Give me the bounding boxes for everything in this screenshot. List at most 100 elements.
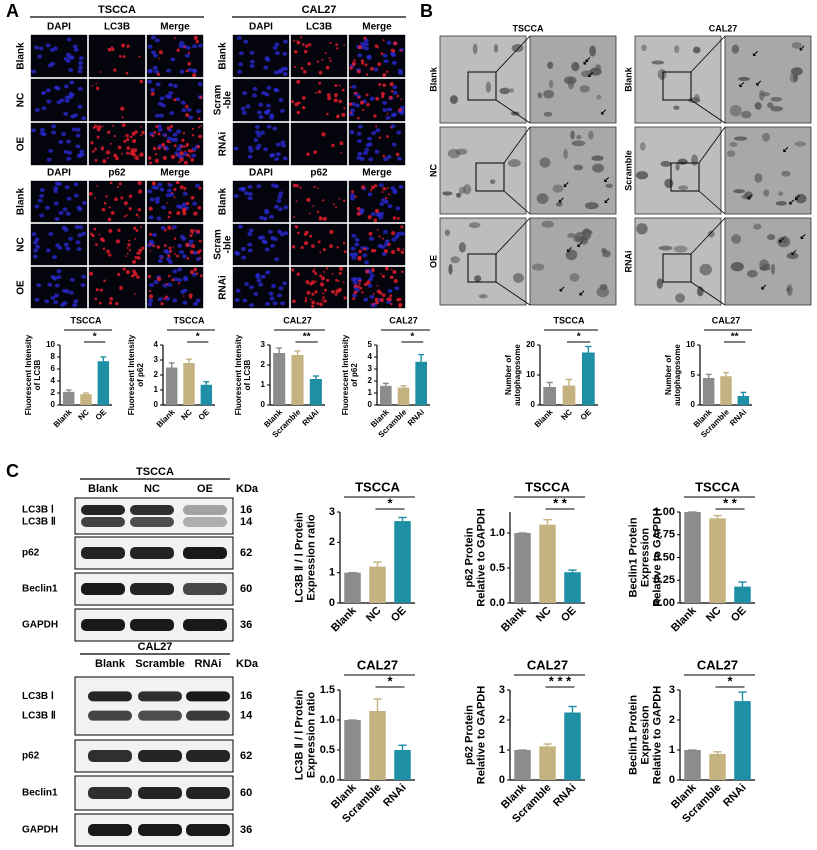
puncta — [381, 237, 384, 240]
nucleus — [351, 293, 357, 298]
y-tick-label: 0.00 — [654, 597, 675, 609]
arrow: ↙ — [782, 145, 789, 154]
nucleus — [350, 196, 356, 201]
nucleus — [268, 291, 274, 296]
nucleus — [77, 104, 83, 109]
row-label: Scramble — [623, 150, 633, 191]
x-tick-label: RNAi — [551, 782, 578, 809]
band — [183, 505, 227, 515]
micrograph-border — [348, 223, 406, 266]
puncta — [299, 186, 302, 189]
tem-image — [634, 35, 722, 124]
organelle — [731, 234, 742, 244]
nucleus — [233, 146, 239, 151]
puncta — [374, 208, 380, 214]
panel-label: B — [420, 1, 433, 21]
nucleus — [41, 91, 47, 96]
puncta — [179, 185, 184, 190]
kda-label: 14 — [240, 516, 253, 528]
puncta — [341, 88, 345, 92]
micrograph — [290, 180, 348, 223]
y-tick-label: 1.5 — [320, 684, 335, 696]
puncta — [161, 142, 166, 147]
nucleus — [56, 275, 62, 280]
nucleus — [249, 50, 255, 55]
puncta — [133, 271, 138, 277]
puncta — [365, 73, 369, 76]
column-label: DAPI — [249, 168, 273, 179]
organelle — [759, 266, 771, 271]
organelle — [675, 293, 685, 303]
significance-label: ** — [303, 332, 311, 343]
organelle — [463, 184, 472, 195]
kda-label: 60 — [240, 583, 252, 595]
error-bar — [373, 561, 382, 567]
nucleus — [166, 68, 172, 73]
bar — [543, 387, 557, 405]
arrow: ↙ — [563, 180, 570, 189]
puncta — [163, 147, 167, 150]
puncta — [316, 187, 319, 190]
micrograph — [146, 34, 204, 78]
nucleus — [148, 215, 154, 220]
puncta — [111, 47, 115, 52]
puncta — [299, 36, 303, 39]
row-label: Blank — [428, 66, 438, 92]
puncta — [110, 142, 112, 145]
x-tick-label: RNAi — [728, 408, 748, 428]
micrograph-border — [232, 180, 290, 223]
tem-bg — [439, 35, 527, 124]
nucleus — [272, 301, 278, 306]
puncta — [381, 274, 386, 278]
y-axis-label: Fluorescent Intensity — [341, 334, 350, 415]
micrograph — [290, 34, 348, 78]
puncta — [183, 45, 186, 48]
puncta — [149, 249, 152, 252]
puncta — [324, 52, 327, 55]
nucleus — [187, 67, 193, 72]
puncta — [336, 114, 340, 118]
puncta — [176, 181, 180, 185]
nucleus — [269, 296, 275, 301]
puncta — [300, 245, 304, 250]
micrograph-border — [88, 223, 146, 266]
error-bar — [400, 385, 407, 388]
nucleus — [53, 186, 59, 191]
organelle — [552, 184, 564, 193]
y-tick-label: 1.00 — [654, 506, 675, 518]
nucleus — [48, 231, 54, 236]
error-bar — [398, 516, 407, 522]
puncta — [322, 292, 325, 295]
nucleus — [275, 142, 281, 147]
nucleus — [382, 229, 388, 234]
organelle — [673, 105, 680, 110]
nucleus — [176, 129, 182, 134]
micrograph-border — [348, 180, 406, 223]
arrow: ↙ — [603, 175, 610, 184]
micrograph — [232, 180, 290, 223]
zoom-line — [690, 281, 726, 306]
y-tick-label: 3 — [669, 684, 675, 696]
nucleus — [265, 108, 271, 113]
nucleus — [275, 152, 281, 157]
nucleus — [240, 247, 246, 252]
puncta — [136, 275, 140, 279]
y-tick-label: 0.75 — [654, 529, 675, 541]
y-axis-label: LC3B Ⅱ / Ⅰ Protein — [293, 689, 305, 780]
puncta — [390, 268, 393, 271]
y-tick-label: 0.50 — [654, 551, 675, 563]
puncta — [294, 65, 297, 69]
organelle — [448, 263, 453, 275]
y-axis-label: LC3B Ⅱ / Ⅰ Protein — [293, 512, 305, 603]
puncta — [127, 243, 131, 247]
nucleus — [390, 186, 396, 191]
nucleus — [156, 216, 162, 221]
nucleus — [276, 293, 282, 298]
puncta — [120, 196, 124, 200]
puncta — [162, 155, 167, 160]
band — [81, 547, 125, 559]
nucleus — [368, 236, 374, 241]
y-tick-label: 1 — [499, 744, 505, 756]
tem-image: ↙ ↙ ↙ ↙ — [724, 35, 812, 124]
nucleus — [53, 201, 59, 206]
